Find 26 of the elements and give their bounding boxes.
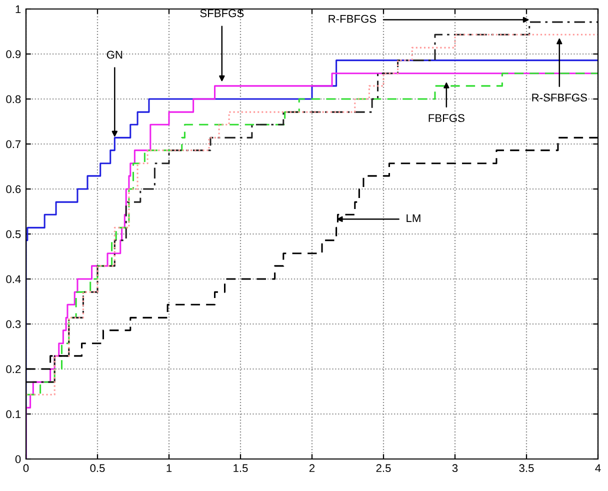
y-tick-label: 0.6 [6,185,21,194]
x-tick-label: 2.5 [376,464,391,472]
y-tick-label: 0.1 [6,410,21,418]
y-tick-label: 0.2 [6,365,21,374]
x-tick-label: 3 [452,464,458,472]
y-tick-label: 0.3 [6,320,21,328]
y-tick-label: 0.4 [6,275,21,284]
y-tick-label: 0 [15,455,21,464]
x-tick-label: 0 [23,464,29,472]
x-tick-label: 3.5 [519,464,534,472]
x-tick-label: 1.5 [234,464,248,472]
annotation: GN [106,50,122,59]
y-tick-label: 0.7 [6,140,21,148]
x-tick-label: 4 [595,464,601,472]
y-tick-label: 0.9 [6,50,21,58]
annotation: FBFGS [428,114,464,122]
x-tick-label: 2 [309,464,315,472]
x-tick-label: 1 [166,464,172,472]
annotation: SFBFGS [200,9,244,18]
annotation: R-SFBFGS [532,94,587,102]
y-tick-label: 0.8 [6,95,21,104]
y-tick-label: 1 [16,5,21,14]
annotation: LM [406,214,420,222]
x-tick-label: 0.5 [90,464,105,472]
annotation: R-FBFGS [328,14,376,23]
y-tick-label: 0.5 [6,230,21,238]
